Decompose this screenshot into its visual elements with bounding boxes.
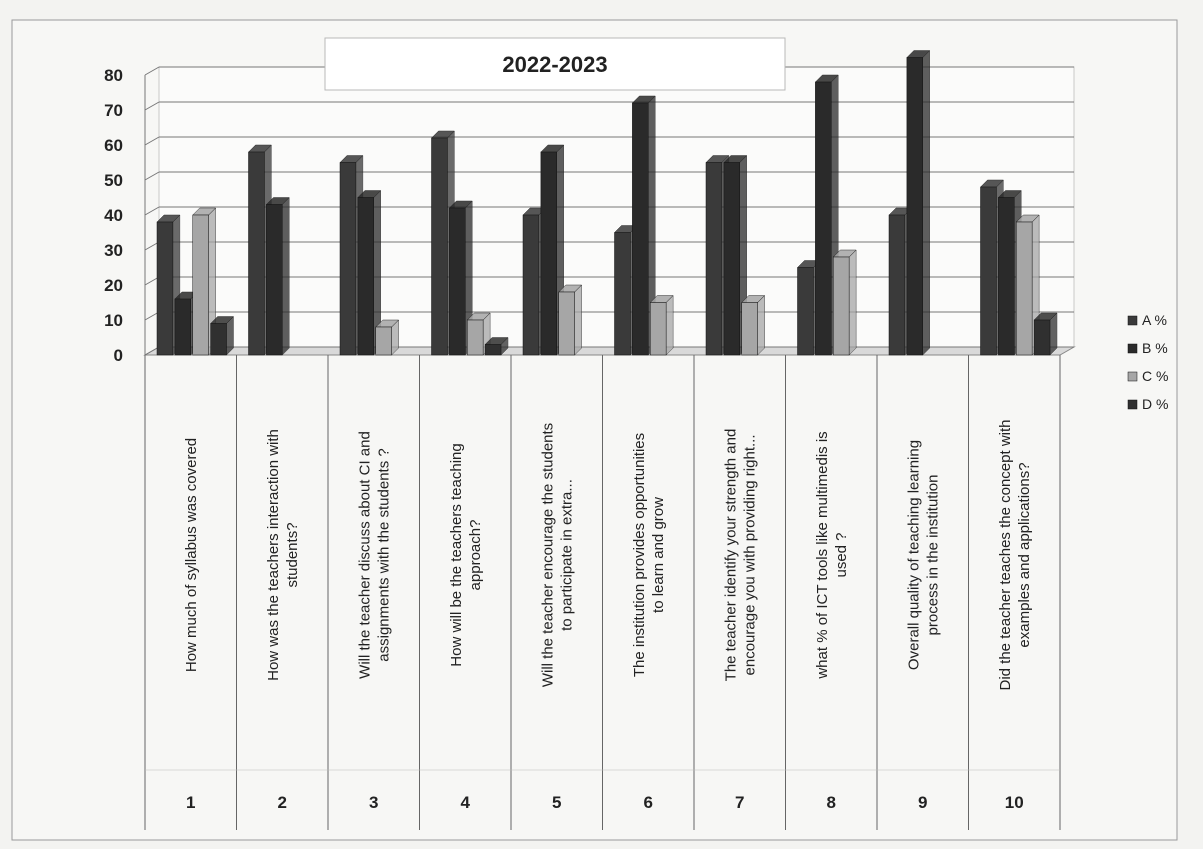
x-tick-label: 9 — [918, 793, 927, 812]
bar — [484, 336, 509, 356]
legend-item: D % — [1127, 396, 1168, 412]
y-tick-label: 20 — [104, 276, 123, 295]
gridline-depth — [144, 311, 160, 321]
gridline-depth — [144, 346, 160, 356]
y-tick-label: 80 — [104, 66, 123, 85]
gridline-depth — [144, 171, 160, 181]
chart-title-box: 2022-2023 — [324, 37, 786, 91]
x-tick-label: 7 — [735, 793, 744, 812]
question-label: The institution provides opportunities to… — [631, 433, 667, 677]
legend-swatch — [1127, 315, 1138, 326]
gridline-depth — [144, 66, 160, 76]
y-tick-label: 70 — [104, 101, 123, 120]
x-tick-label: 5 — [552, 793, 561, 812]
x-tick-label: 6 — [644, 793, 653, 812]
bar — [558, 284, 583, 356]
gridline-depth — [144, 101, 160, 111]
gridline-depth — [144, 276, 160, 286]
question-label: Will the teacher discuss about CI and ass… — [356, 431, 392, 679]
question-label: How much of syllabus was covered — [183, 438, 200, 672]
legend-item: A % — [1127, 312, 1167, 328]
y-tick-label: 40 — [104, 206, 123, 225]
bar — [1033, 312, 1058, 356]
x-tick-label: 3 — [369, 793, 378, 812]
question-label: Will the teacher encourage the students t… — [539, 423, 575, 687]
gridline-depth — [144, 206, 160, 216]
y-tick-label: 10 — [104, 311, 123, 330]
y-tick-label: 50 — [104, 171, 123, 190]
y-tick-label: 0 — [114, 346, 123, 365]
gridline-depth — [144, 136, 160, 146]
bar — [832, 249, 857, 356]
bar — [906, 49, 931, 356]
bar — [265, 196, 290, 356]
plot-area: 0 10 20 30 40 50 60 70 80 — [104, 49, 1076, 365]
bar — [741, 294, 766, 356]
category-table: 1 How much of syllabus was covered 2 How wa… — [144, 355, 1061, 830]
legend-label: D % — [1142, 396, 1168, 412]
question-label: How will be the teachers teaching approac… — [448, 443, 484, 666]
gridline-depth — [144, 241, 160, 251]
x-tick-label: 2 — [278, 793, 287, 812]
legend-swatch — [1127, 343, 1138, 354]
question-label: what % of ICT tools like multimedis is us… — [814, 431, 850, 679]
bar — [466, 312, 491, 356]
legend-item: C % — [1127, 368, 1168, 384]
question-label: Did the teacher teaches the concept with… — [997, 420, 1033, 691]
legend-label: B % — [1142, 340, 1168, 356]
chart-title: 2022-2023 — [502, 52, 607, 77]
legend-label: A % — [1142, 312, 1167, 328]
question-label: The teacher identify your strength and en… — [722, 429, 758, 682]
legend-label: C % — [1142, 368, 1168, 384]
x-tick-label: 10 — [1005, 793, 1024, 812]
bar — [649, 294, 674, 356]
question-label: How was the teachers interaction with stu… — [265, 429, 301, 681]
x-tick-label: 4 — [461, 793, 471, 812]
legend-swatch — [1127, 399, 1138, 410]
y-tick-label: 60 — [104, 136, 123, 155]
legend-swatch — [1127, 371, 1138, 382]
bar — [375, 319, 400, 356]
bar — [357, 189, 382, 356]
bar — [631, 95, 656, 356]
x-tick-label: 8 — [827, 793, 836, 812]
legend: A % B % C % D % — [1127, 312, 1168, 412]
bar — [156, 214, 181, 356]
bar — [210, 315, 235, 356]
x-tick-label: 1 — [186, 793, 195, 812]
legend-item: B % — [1127, 340, 1168, 356]
y-tick-label: 30 — [104, 241, 123, 260]
question-label: Overall quality of teaching learning proc… — [905, 440, 941, 670]
